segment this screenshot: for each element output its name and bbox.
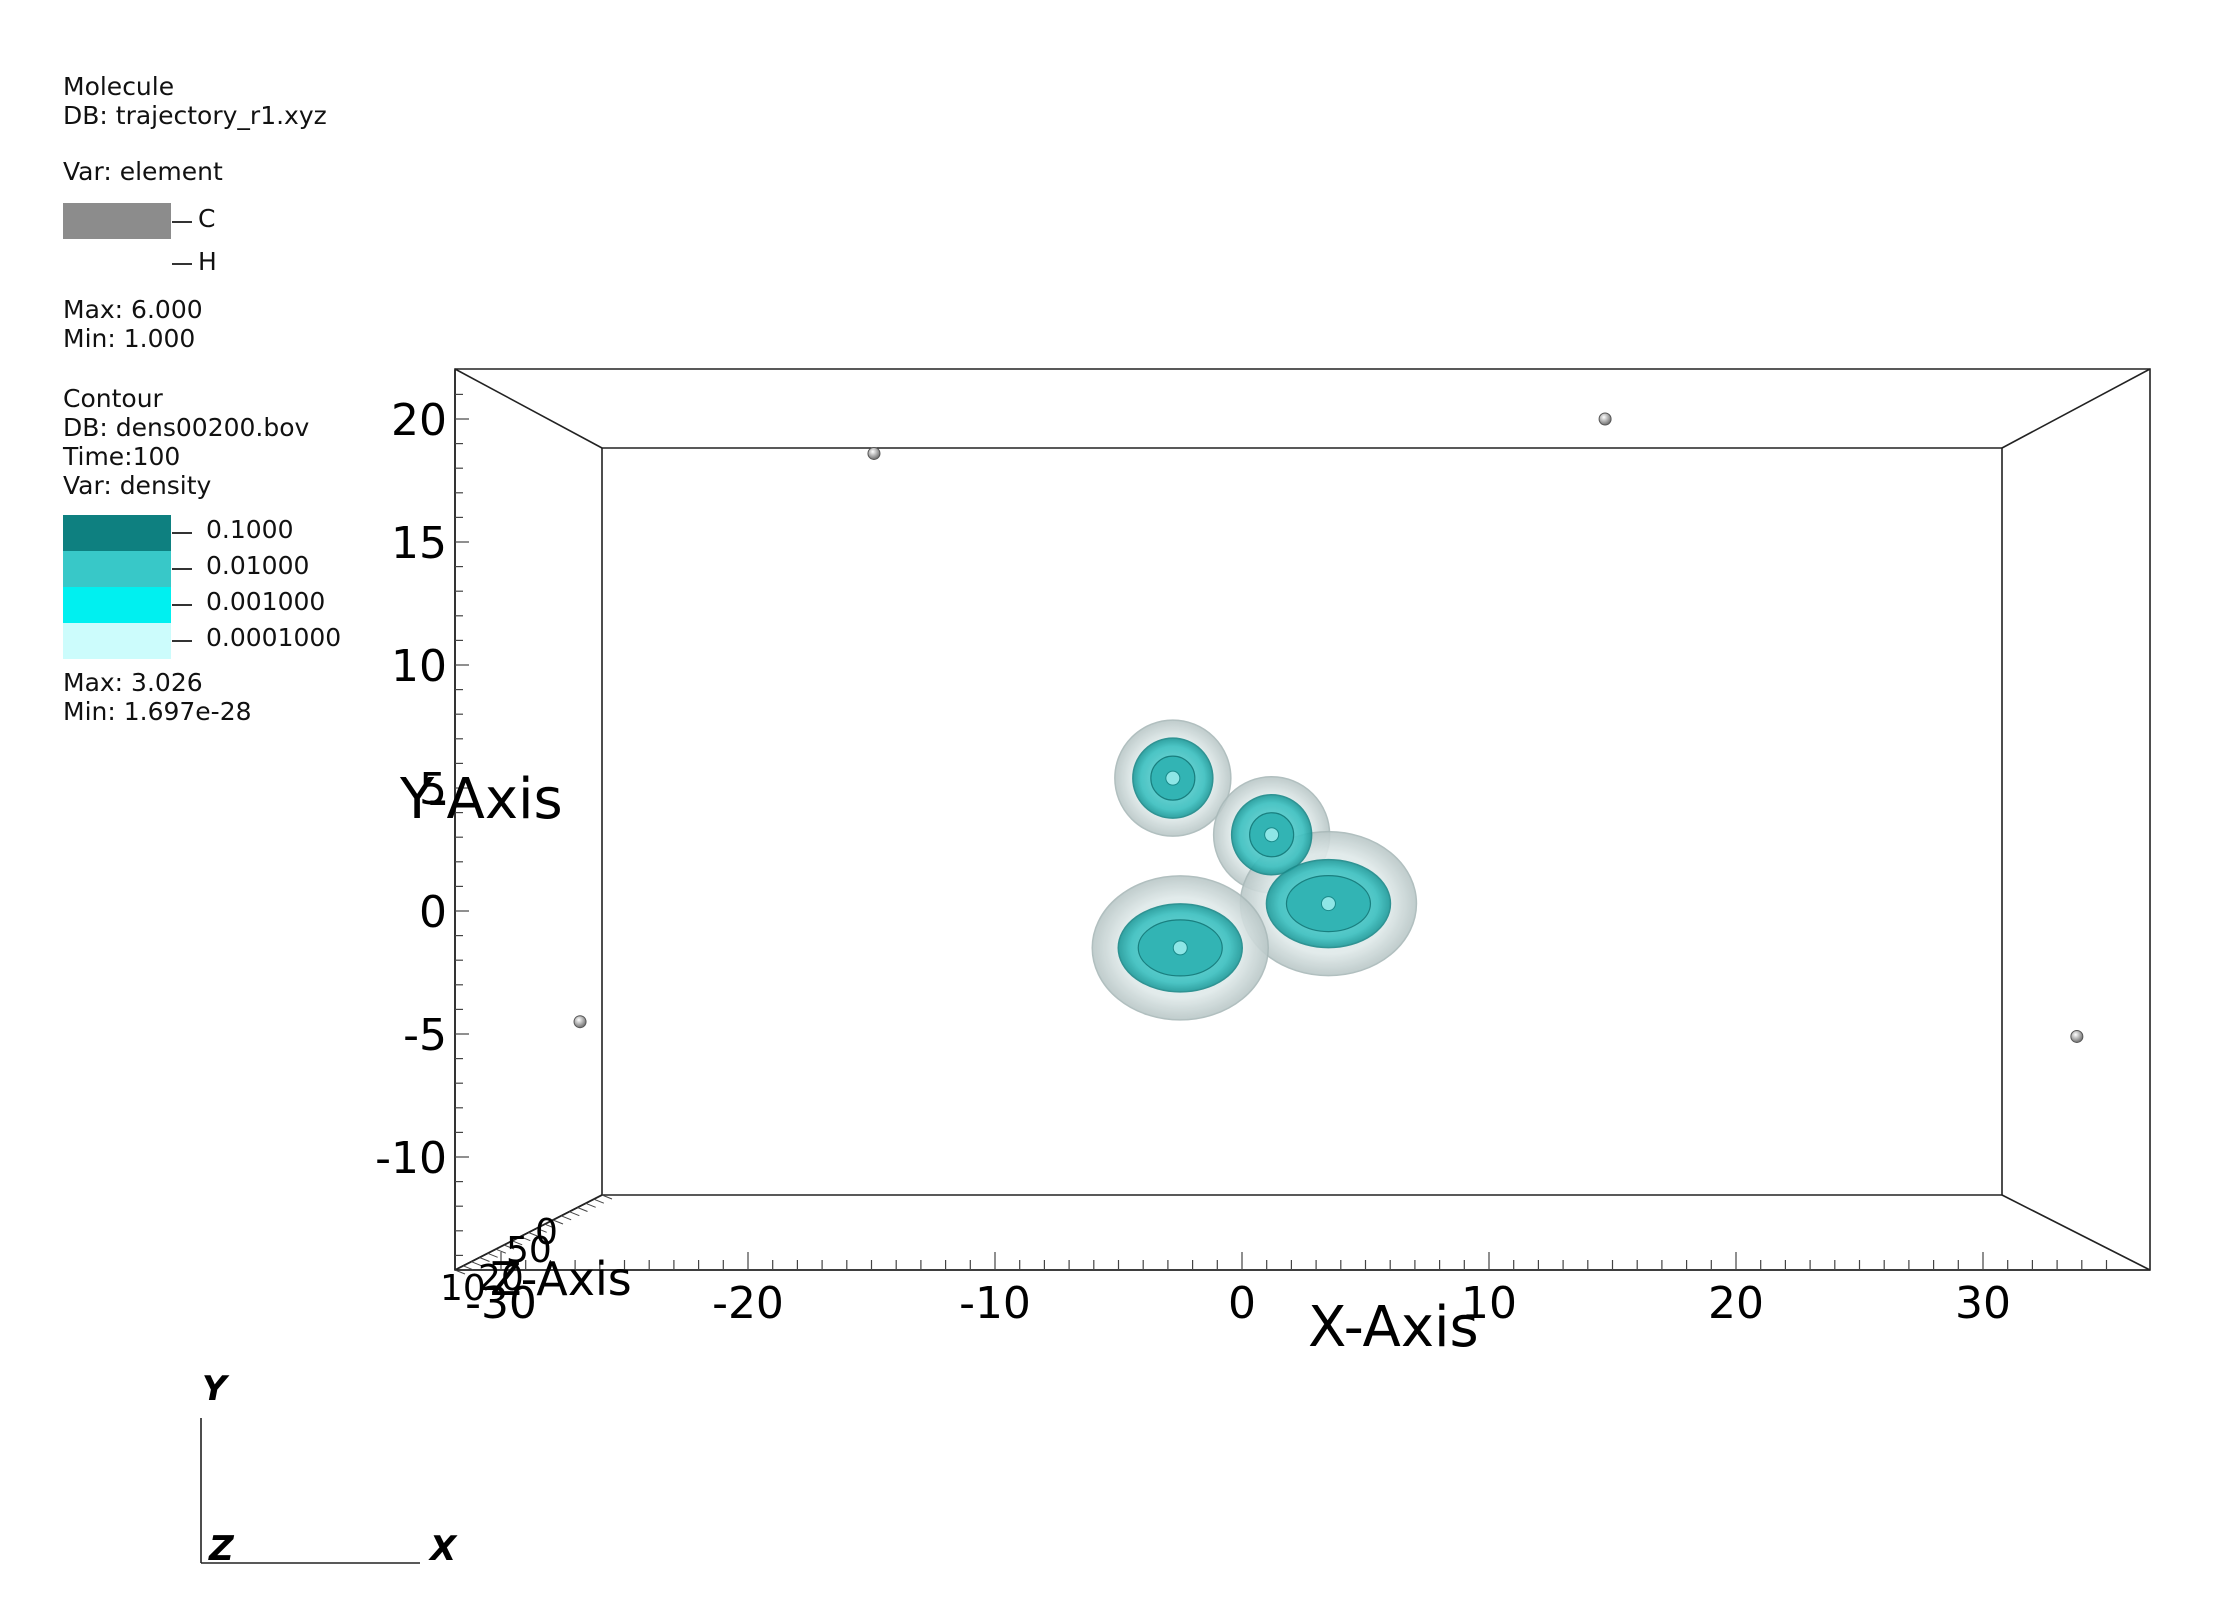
- atom-point: [867, 446, 881, 460]
- z-tick-label: 20: [478, 1258, 524, 1299]
- molecule-max: Max: 6.000: [63, 295, 203, 324]
- atom-point: [2070, 1029, 2084, 1043]
- molecule-swatch-c: [63, 203, 171, 239]
- density-nucleus: [1172, 940, 1188, 956]
- z-tick-label: 50: [506, 1230, 552, 1271]
- contour-swatch-4: [63, 623, 171, 659]
- molecule-legend-var: Var: element: [63, 157, 223, 186]
- z-tick: [569, 1211, 580, 1217]
- x-axis-title: X-Axis: [1308, 1295, 1479, 1360]
- y-tick-label: 5: [419, 764, 447, 815]
- x-tick-label: 20: [1708, 1278, 1764, 1329]
- density-nucleus: [1264, 827, 1280, 843]
- triad-y-label: Y: [202, 1369, 230, 1409]
- box-edge-br: [2001, 1194, 2151, 1271]
- box-edge-tr: [2001, 368, 2151, 449]
- y-axis: -10 -5 0 5 10 15 20: [375, 369, 469, 1270]
- contour-legend: Contour DB: dens00200.bov Time:100 Var: …: [63, 384, 309, 500]
- x-tick-label: -10: [959, 1278, 1031, 1329]
- z-tick: [528, 1232, 539, 1237]
- y-tick-label: -10: [375, 1133, 447, 1184]
- orientation-triad: Y Z X: [200, 1369, 458, 1569]
- contour-tick-3: [172, 604, 192, 606]
- contour-max: Max: 3.026: [63, 668, 203, 697]
- z-tick: [593, 1198, 605, 1204]
- x-tick-label: -30: [465, 1278, 537, 1329]
- x-tick-label: 30: [1955, 1278, 2011, 1329]
- molecule-tick-h: [172, 263, 192, 265]
- density-isosurface: [1091, 719, 1418, 1021]
- z-tick: [577, 1207, 588, 1212]
- density-nucleus: [1165, 770, 1181, 786]
- z-tick: [560, 1215, 572, 1221]
- z-tick-label: 0: [535, 1212, 558, 1253]
- z-tick: [536, 1227, 547, 1233]
- y-tick-label: 0: [419, 887, 447, 938]
- contour-legend-range: Max: 3.026 Min: 1.697e-28: [63, 668, 252, 726]
- contour-label-2: 0.01000: [206, 551, 310, 580]
- contour-swatch-1: [63, 515, 171, 551]
- box-edge-tl: [454, 368, 603, 449]
- z-tick: [471, 1261, 482, 1267]
- density-nucleus: [1320, 896, 1336, 912]
- molecule-tick-c: [172, 221, 192, 223]
- z-tick: [544, 1223, 556, 1229]
- contour-label-1: 0.1000: [206, 515, 294, 544]
- contour-swatch-2: [63, 551, 171, 587]
- z-tick-label: 10: [440, 1268, 486, 1309]
- z-tick: [601, 1194, 613, 1200]
- y-axis-title: Y-Axis: [399, 767, 563, 832]
- z-axis-title: Z-Axis: [490, 1252, 632, 1306]
- y-tick-label: 20: [391, 395, 447, 446]
- molecule-label-c: C: [198, 204, 216, 233]
- z-tick: [511, 1240, 523, 1246]
- molecule-legend-range: Max: 6.000 Min: 1.000: [63, 295, 203, 353]
- z-tick: [454, 1269, 466, 1275]
- contour-tick-4: [172, 640, 192, 642]
- x-axis: -30 -20 -10 0 10 20 30: [455, 1252, 2150, 1329]
- contour-tick-1: [172, 532, 192, 534]
- contour-swatch-3: [63, 587, 171, 623]
- z-tick: [585, 1202, 596, 1208]
- contour-tick-2: [172, 568, 192, 570]
- molecule-legend-title: Molecule: [63, 72, 175, 101]
- y-tick-label: 10: [391, 641, 447, 692]
- molecule-min: Min: 1.000: [63, 324, 196, 353]
- contour-legend-var: Var: density: [63, 471, 212, 500]
- atom-point: [573, 1015, 587, 1029]
- molecule-legend: Molecule DB: trajectory_r1.xyz Var: elem…: [63, 72, 327, 186]
- y-tick-label: 15: [391, 518, 447, 569]
- z-tick: [479, 1257, 490, 1262]
- x-tick-label: 0: [1228, 1278, 1256, 1329]
- z-tick: [552, 1219, 564, 1225]
- atom-points: [573, 412, 2084, 1043]
- y-tick-label: -5: [403, 1010, 447, 1061]
- x-tick-label: -20: [712, 1278, 784, 1329]
- z-tick: [520, 1236, 531, 1242]
- triad-z-label: Z: [208, 1529, 235, 1569]
- molecule-label-h: H: [198, 247, 217, 276]
- contour-legend-title: Contour: [63, 384, 163, 413]
- z-tick: [495, 1248, 507, 1254]
- molecule-legend-db: DB: trajectory_r1.xyz: [63, 101, 327, 130]
- z-tick: [462, 1265, 474, 1271]
- triad-x-label: X: [428, 1529, 458, 1569]
- contour-legend-time: Time:100: [63, 442, 181, 471]
- contour-legend-db: DB: dens00200.bov: [63, 413, 310, 442]
- contour-label-3: 0.001000: [206, 587, 326, 616]
- atom-point: [1598, 412, 1612, 426]
- contour-min: Min: 1.697e-28: [63, 697, 252, 726]
- z-tick: [503, 1244, 515, 1250]
- contour-label-4: 0.0001000: [206, 623, 342, 652]
- z-tick: [487, 1252, 498, 1258]
- x-tick-label: 10: [1461, 1278, 1517, 1329]
